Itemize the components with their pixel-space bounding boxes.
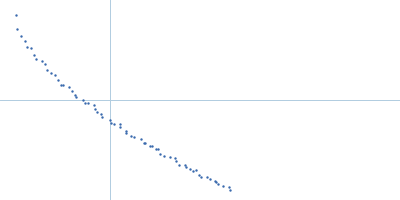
Point xyxy=(138,137,144,140)
Point xyxy=(183,165,190,168)
Point xyxy=(13,13,19,17)
Point xyxy=(173,159,180,162)
Point xyxy=(211,180,218,183)
Point xyxy=(98,112,104,115)
Point xyxy=(155,148,162,151)
Point xyxy=(80,99,87,102)
Point xyxy=(198,175,204,179)
Point xyxy=(117,126,123,129)
Point xyxy=(91,104,97,107)
Point xyxy=(99,115,106,119)
Point xyxy=(39,59,46,62)
Point xyxy=(206,178,213,181)
Point xyxy=(72,94,78,97)
Point xyxy=(160,154,167,157)
Point xyxy=(157,152,164,156)
Point xyxy=(111,122,118,126)
Point xyxy=(123,132,130,135)
Point xyxy=(226,188,233,191)
Point xyxy=(23,45,30,49)
Point xyxy=(176,163,182,166)
Point xyxy=(52,74,58,77)
Point xyxy=(28,47,34,50)
Point xyxy=(214,183,221,186)
Point xyxy=(48,71,54,74)
Point xyxy=(226,186,232,189)
Point xyxy=(73,96,80,99)
Point xyxy=(117,122,123,125)
Point xyxy=(204,175,210,179)
Point xyxy=(106,118,113,121)
Point xyxy=(66,86,72,89)
Point xyxy=(94,110,100,113)
Point xyxy=(128,134,134,138)
Point xyxy=(149,144,155,147)
Point xyxy=(31,53,38,57)
Point xyxy=(84,102,91,105)
Point xyxy=(14,27,20,30)
Point xyxy=(147,145,153,148)
Point xyxy=(186,168,193,171)
Point xyxy=(131,135,137,138)
Point xyxy=(60,83,66,86)
Point xyxy=(108,121,114,124)
Point xyxy=(220,185,226,188)
Point xyxy=(92,107,98,111)
Point xyxy=(18,34,24,37)
Point xyxy=(141,142,148,145)
Point xyxy=(196,173,202,176)
Point xyxy=(82,101,88,104)
Point xyxy=(153,148,160,151)
Point xyxy=(142,141,148,144)
Point xyxy=(193,169,199,172)
Point xyxy=(172,156,178,160)
Point xyxy=(68,89,75,92)
Point xyxy=(22,39,28,42)
Point xyxy=(166,155,173,159)
Point xyxy=(32,57,39,60)
Point xyxy=(44,68,50,72)
Point xyxy=(213,181,219,184)
Point xyxy=(58,83,64,86)
Point xyxy=(190,170,196,173)
Point xyxy=(54,78,61,81)
Point xyxy=(182,163,188,166)
Point xyxy=(42,63,48,66)
Point xyxy=(123,130,129,133)
